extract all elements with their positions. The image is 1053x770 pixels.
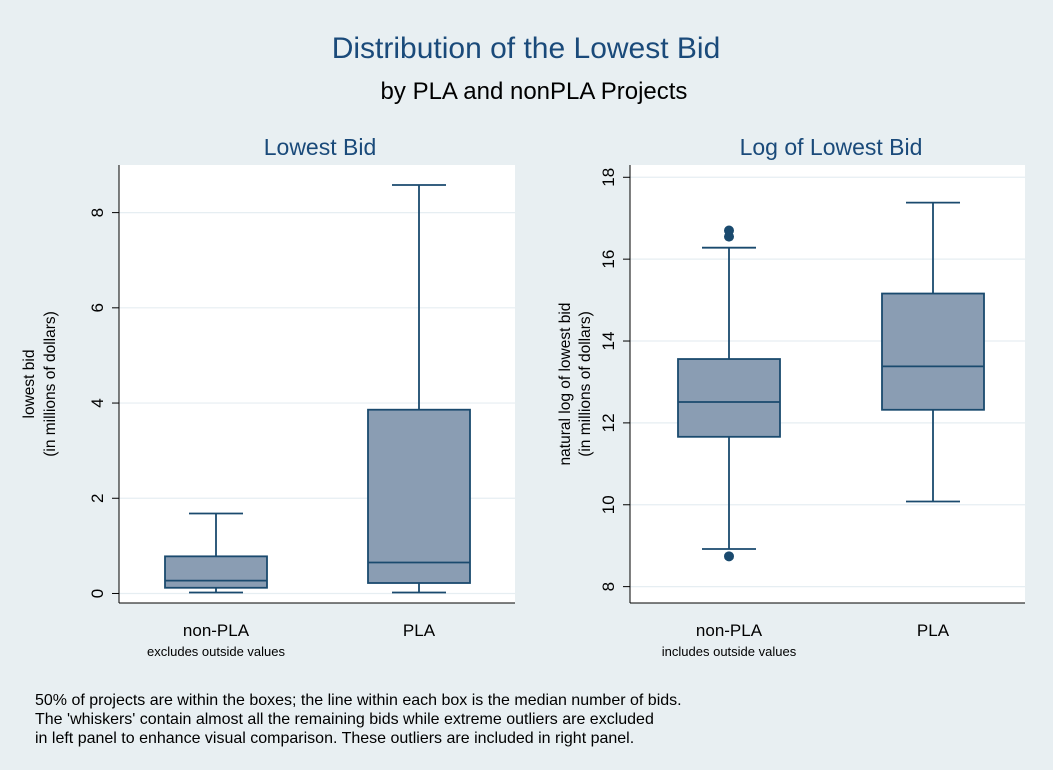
x-category-label: PLA (917, 621, 950, 640)
y-axis-title: lowest bid (21, 350, 38, 419)
y-axis-title: (in millions of dollars) (42, 311, 59, 457)
y-tick-label: 18 (599, 168, 618, 187)
y-tick-label: 8 (88, 208, 107, 217)
box-iqr (677, 358, 781, 438)
y-tick-label: 0 (88, 589, 107, 598)
outlier-point (724, 225, 734, 236)
outlier-point (724, 551, 734, 562)
x-category-label: non-PLA (183, 621, 250, 640)
x-category-label: PLA (403, 621, 436, 640)
chart-title: Distribution of the Lowest Bid (332, 32, 721, 65)
y-axis-title: natural log of lowest bid (557, 303, 574, 466)
footnote-line: in left panel to enhance visual comparis… (35, 730, 634, 747)
x-category-note: includes outside values (662, 644, 797, 659)
y-tick-label: 6 (88, 303, 107, 312)
footnote: 50% of projects are within the boxes; th… (35, 692, 682, 747)
box-iqr (881, 292, 985, 411)
panel-log-lowest-bid: Log of Lowest Bid 8 10 12 14 16 18 natural log… (557, 134, 1025, 659)
x-category-note: excludes outside values (147, 644, 286, 659)
y-tick-label: 14 (599, 332, 618, 351)
y-tick-label: 2 (88, 494, 107, 503)
footnote-line: 50% of projects are within the boxes; th… (35, 692, 682, 709)
y-tick-label: 4 (88, 398, 107, 407)
x-category-label: non-PLA (696, 621, 763, 640)
y-tick-label: 10 (599, 495, 618, 514)
box-iqr (164, 555, 268, 589)
y-axis-title: (in millions of dollars) (577, 311, 594, 457)
box-iqr (367, 408, 471, 584)
y-tick-label: 12 (599, 413, 618, 432)
y-tick-label: 16 (599, 250, 618, 269)
panel-title: Log of Lowest Bid (740, 134, 923, 160)
panel-lowest-bid: Lowest Bid 0 2 4 6 8 lowest bid (in millions o… (21, 134, 515, 659)
footnote-line: The 'whiskers' contain almost all the re… (35, 711, 654, 728)
panel-title: Lowest Bid (264, 134, 377, 160)
chart-subtitle: by PLA and nonPLA Projects (381, 78, 688, 105)
y-tick-label: 8 (599, 582, 618, 591)
